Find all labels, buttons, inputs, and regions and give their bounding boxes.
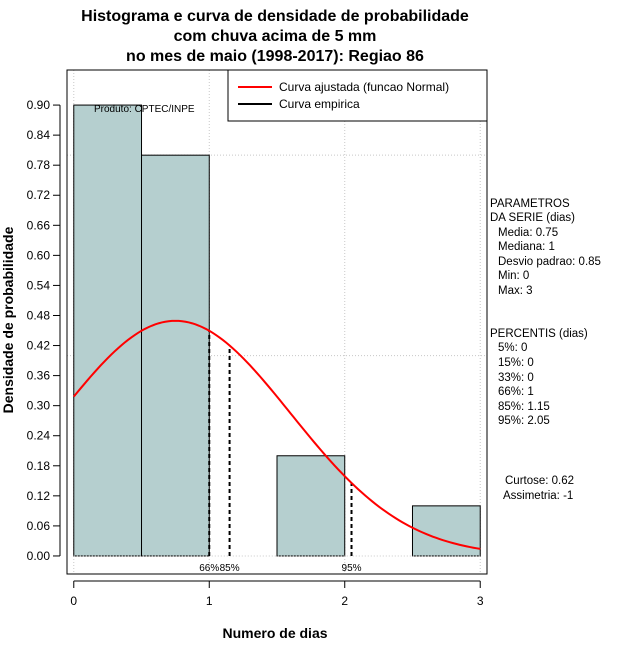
y-tick-label-3: 0.18 <box>27 459 51 473</box>
perc-85: 85%: 1.15 <box>498 401 550 413</box>
y-tick-label-5: 0.30 <box>27 399 51 413</box>
y-tick-label-12: 0.72 <box>27 188 51 202</box>
param-media: Media: 0.75 <box>498 227 558 239</box>
y-tick-label-11: 0.66 <box>27 218 51 232</box>
histogram-bar-3 <box>276 455 346 557</box>
param-desvio: Desvio padrao: 0.85 <box>498 256 601 268</box>
y-tick-label-15: 0.90 <box>27 98 51 112</box>
shape-stats-panel: Curtose: 0.62 Assimetria: -1 <box>503 475 574 502</box>
parameters-panel: PARAMETROS DA SERIE (dias) Media: 0.75 M… <box>490 198 601 297</box>
legend-box <box>227 69 488 122</box>
y-tick-label-10: 0.60 <box>27 248 51 262</box>
y-tick-label-8: 0.48 <box>27 308 51 322</box>
perc-95: 95%: 2.05 <box>498 415 550 427</box>
stat-assimetria: Assimetria: -1 <box>503 490 573 502</box>
x-axis-title: Numero de dias <box>222 625 327 641</box>
y-axis-title: Densidade de probabilidade <box>0 226 16 413</box>
y-tick-label-13: 0.78 <box>27 158 51 172</box>
legend: Curva ajustada (funcao Normal) Curva emp… <box>227 69 488 122</box>
param-min: Min: 0 <box>498 270 529 282</box>
percentile-label-0: 66% <box>199 563 219 574</box>
product-annotation: Produto: CPTEC/INPE <box>94 104 195 115</box>
perc-5: 5%: 0 <box>498 342 527 354</box>
perc-title: PERCENTIS (dias) <box>490 328 588 340</box>
y-tick-label-14: 0.84 <box>27 128 51 142</box>
x-tick-label-0: 0 <box>70 594 77 608</box>
chart-title-line-1: Histograma e curva de densidade de proba… <box>81 8 469 25</box>
percentile-lines: 66% 85% 95% <box>199 330 362 574</box>
fitted-curve <box>72 319 481 550</box>
y-tick-label-2: 0.12 <box>27 489 51 503</box>
legend-label-fitted: Curva ajustada (funcao Normal) <box>279 80 449 94</box>
perc-33: 33%: 0 <box>498 372 534 384</box>
chart-title-line-3: no mes de maio (1998-2017): Regiao 86 <box>126 48 424 65</box>
percentile-label-1: 85% <box>220 563 240 574</box>
y-tick-label-6: 0.36 <box>27 369 51 383</box>
histogram-bar-5 <box>411 505 481 557</box>
perc-15: 15%: 0 <box>498 357 534 369</box>
params-title-2: DA SERIE (dias) <box>490 212 575 224</box>
param-max: Max: 3 <box>498 285 533 297</box>
perc-66: 66%: 1 <box>498 386 534 398</box>
y-tick-label-1: 0.06 <box>27 519 51 533</box>
histogram-bar-0 <box>73 104 143 557</box>
x-tick-label-1: 1 <box>206 594 213 608</box>
y-tick-label-0: 0.00 <box>27 549 51 563</box>
histogram-bar-1 <box>141 154 210 557</box>
stat-curtose: Curtose: 0.62 <box>505 475 574 487</box>
y-tick-label-9: 0.54 <box>27 278 51 292</box>
percentile-label-2: 95% <box>342 563 362 574</box>
x-tick-label-3: 3 <box>477 594 484 608</box>
y-tick-label-7: 0.42 <box>27 339 51 353</box>
chart-title-line-2: com chuva acima de 5 mm <box>174 28 377 45</box>
percentiles-panel: PERCENTIS (dias) 5%: 0 15%: 0 33%: 0 66%… <box>490 328 588 427</box>
legend-label-empirical: Curva empirica <box>279 97 360 111</box>
fitted-normal-curve <box>72 319 481 550</box>
x-tick-label-2: 2 <box>341 594 348 608</box>
histogram-bars <box>73 104 481 557</box>
param-mediana: Mediana: 1 <box>498 241 555 253</box>
y-tick-label-4: 0.24 <box>27 429 51 443</box>
params-title-1: PARAMETROS <box>490 198 570 210</box>
axes: 0 1 2 3 0.00 0.06 0.12 0.18 0.24 0.30 0.36 0.42 0.48… <box>27 98 484 608</box>
